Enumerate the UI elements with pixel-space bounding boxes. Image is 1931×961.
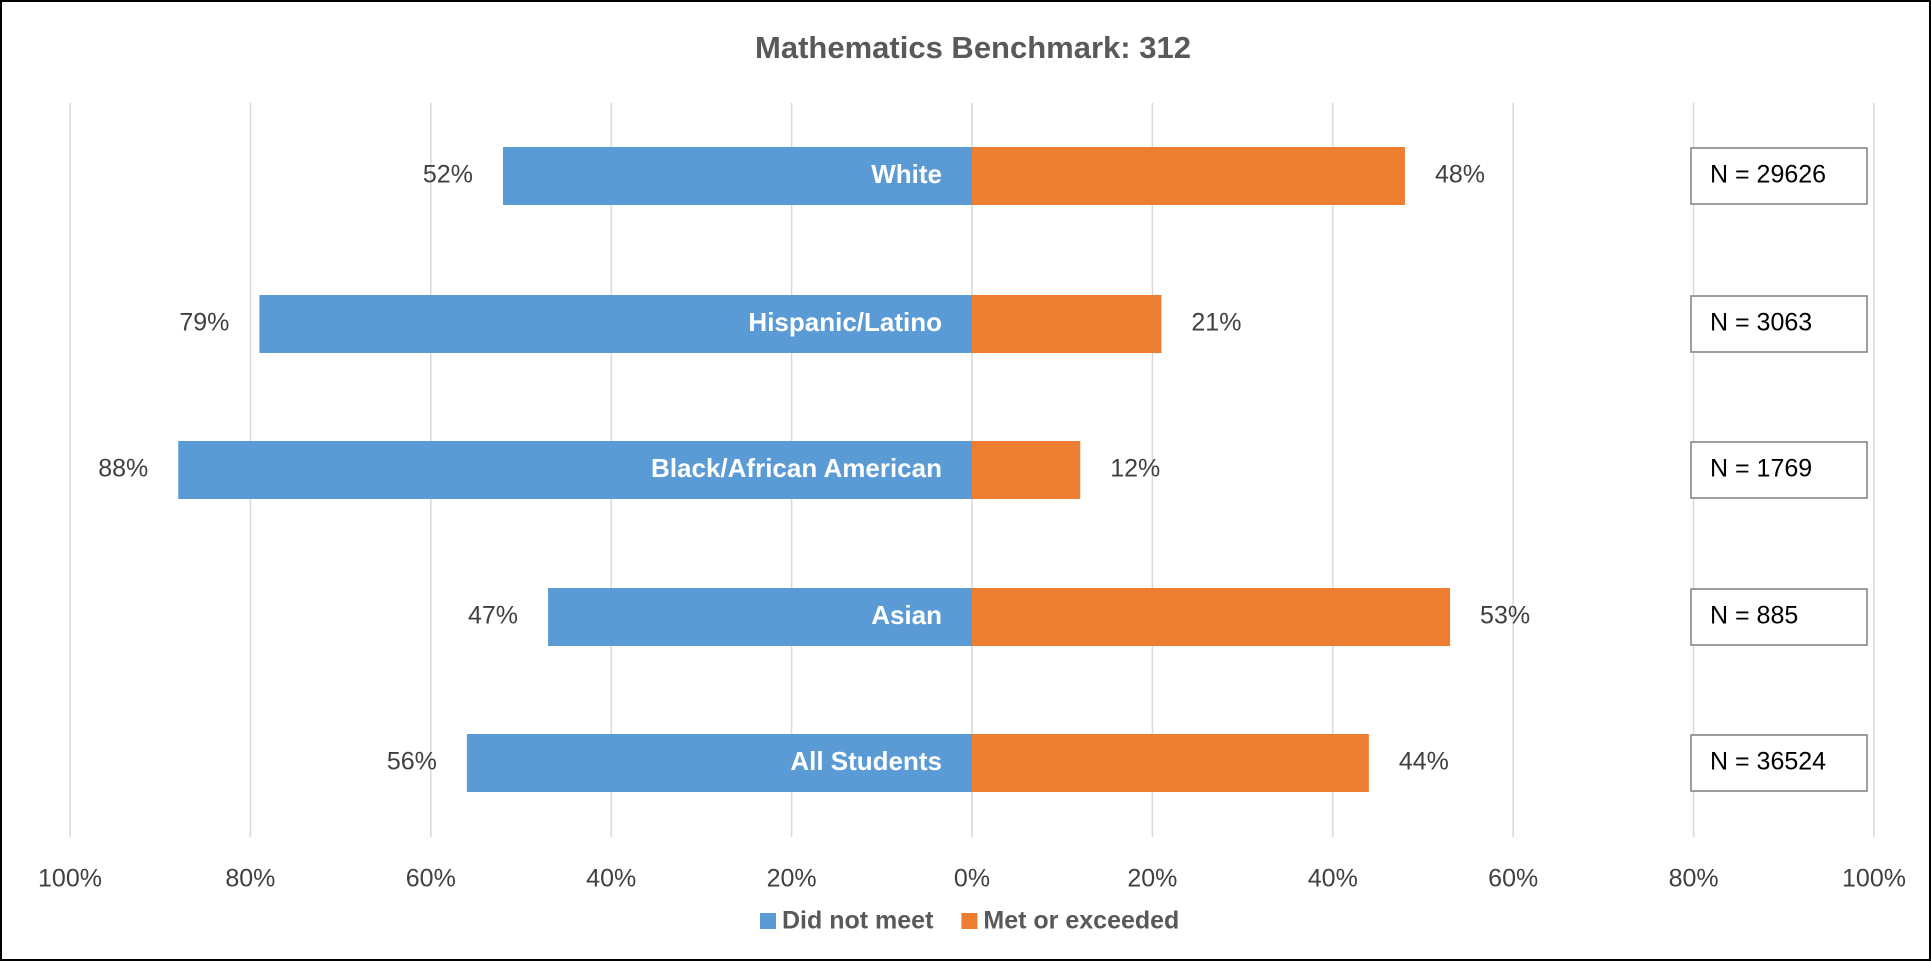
annotation-box xyxy=(1690,147,1868,205)
value-label: 52% xyxy=(423,161,473,189)
category-label: All Students xyxy=(790,746,942,776)
x-tick-label: 80% xyxy=(1669,865,1719,893)
x-tick-label: 0% xyxy=(954,865,990,893)
x-tick-label: 40% xyxy=(1308,865,1358,893)
x-tick-label: 60% xyxy=(406,865,456,893)
x-tick-label: 20% xyxy=(767,865,817,893)
annotation: N = 36524 xyxy=(1710,748,1826,776)
bar xyxy=(972,441,1081,499)
value-label: 47% xyxy=(468,602,518,630)
bar xyxy=(178,441,973,499)
annotation-box xyxy=(1690,295,1868,353)
bar xyxy=(259,295,972,353)
bar xyxy=(548,588,972,646)
legend-swatch xyxy=(760,913,776,929)
x-tick-label: 20% xyxy=(1127,865,1177,893)
annotation-box xyxy=(1690,588,1868,646)
annotation-box xyxy=(1690,734,1868,792)
value-label: 88% xyxy=(98,455,148,483)
annotation: N = 3063 xyxy=(1710,309,1812,337)
bar xyxy=(466,734,972,792)
bar xyxy=(972,734,1369,792)
value-label: 53% xyxy=(1480,602,1530,630)
value-label: 12% xyxy=(1110,455,1160,483)
annotation: N = 1769 xyxy=(1710,455,1812,483)
legend-label: Did not meet xyxy=(782,907,934,935)
x-tick-label: 80% xyxy=(225,865,275,893)
chart-title: Mathematics Benchmark: 312 xyxy=(755,30,1191,65)
category-label: Black/African American xyxy=(651,453,942,483)
value-label: 21% xyxy=(1191,309,1241,337)
bar xyxy=(972,588,1451,646)
value-label: 56% xyxy=(387,748,437,776)
x-tick-label: 100% xyxy=(1842,865,1906,893)
legend-swatch xyxy=(961,913,978,929)
value-label: 48% xyxy=(1435,161,1485,189)
value-label: 44% xyxy=(1399,748,1449,776)
bar xyxy=(972,295,1162,353)
x-tick-label: 100% xyxy=(38,865,102,893)
annotation-box xyxy=(1690,441,1868,499)
bar xyxy=(502,147,972,205)
annotation: N = 885 xyxy=(1710,602,1798,630)
annotation: N = 29626 xyxy=(1710,161,1826,189)
x-tick-label: 40% xyxy=(586,865,636,893)
legend-label: Met or exceeded xyxy=(983,907,1179,935)
category-label: White xyxy=(871,159,942,189)
x-tick-label: 60% xyxy=(1488,865,1538,893)
category-label: Hispanic/Latino xyxy=(748,307,942,337)
bar xyxy=(972,147,1405,205)
value-label: 79% xyxy=(179,309,229,337)
category-label: Asian xyxy=(871,600,942,630)
